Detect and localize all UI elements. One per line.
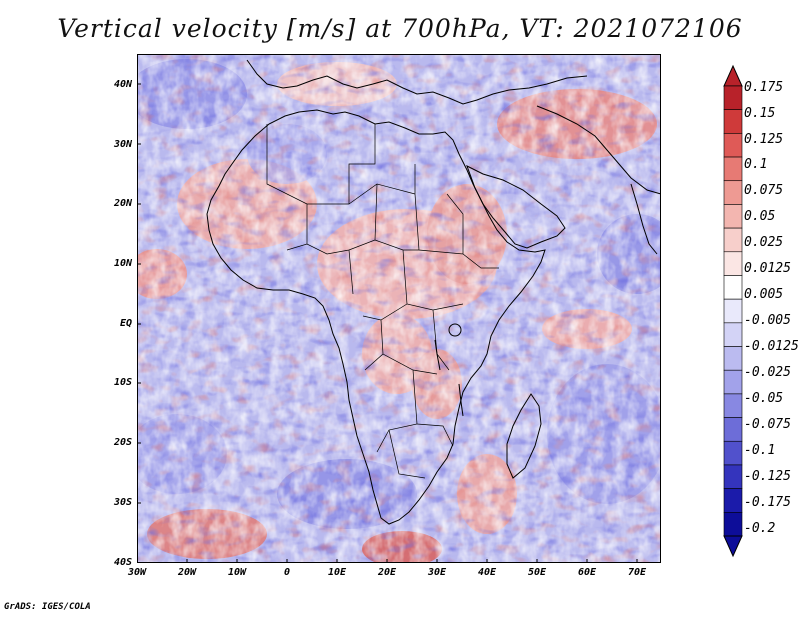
colorbar-label: -0.2 [744,521,776,536]
lon-label-60e: 60E [577,567,597,578]
lake-victoria [448,323,462,337]
colorbar-label: -0.0125 [744,339,799,354]
colorbar-label: 0.075 [744,183,784,198]
colorbar-segment [723,275,743,300]
colorbar-segment [723,133,743,158]
asia-coastline [536,105,661,195]
country-borders [266,124,499,479]
colorbar-segment [723,369,743,395]
colorbar-segment [723,251,743,276]
colorbar-segment [723,298,743,324]
colorbar-segment [723,512,743,537]
colorbar-label: -0.05 [744,391,784,406]
colorbar-segment [723,393,743,418]
colorbar [723,64,743,558]
lon-label-40e: 40E [477,567,497,578]
colorbar-label: 0.025 [744,235,784,250]
lon-label-30w: 30W [127,567,147,578]
africa-coastline [206,109,546,525]
colorbar-bottom-arrow [723,535,743,558]
colorbar-label: 0.15 [744,106,776,121]
lat-label-10s: 10S [113,377,132,388]
colorbar-label: -0.075 [744,417,791,432]
colorbar-segment [723,204,743,229]
colorbar-segment [723,156,743,182]
india-coastline [630,183,658,255]
arabia-coastline [466,164,566,249]
colorbar-segment [723,417,743,442]
lon-label-20w: 20W [177,567,197,578]
lon-label-50e: 50E [527,567,547,578]
lat-label-30s: 30S [113,497,132,508]
lat-label-40s: 40S [113,557,132,568]
lon-label-20e: 20E [377,567,397,578]
lon-label-10e: 10E [327,567,347,578]
coastlines [206,59,661,525]
colorbar-segment [723,440,743,466]
colorbar-label: 0.005 [744,287,784,302]
colorbar-label: 0.0125 [744,261,791,276]
colorbar-segment [723,488,743,513]
lon-label-0: 0 [283,567,291,578]
colorbar-segment [723,464,743,489]
colorbar-label: -0.025 [744,365,791,380]
colorbar-segment [723,180,743,205]
colorbar-label: 0.05 [744,209,776,224]
colorbar-label: 0.1 [744,157,768,172]
map-ticks [137,83,638,563]
map-title: Vertical velocity [m/s] at 700hPa, VT: 2… [57,14,743,43]
europe-coastline [246,59,588,105]
colorbar-label: -0.175 [744,495,791,510]
map-plot [137,54,661,563]
colorbar-label: 0.125 [744,132,784,147]
madagascar-coastline [506,393,542,479]
colorbar-segment [723,85,743,110]
lat-label-eq: EQ [119,318,132,329]
colorbar-segment [723,346,743,371]
grads-credit: GrADS: IGES/COLA [4,602,91,612]
lat-label-20s: 20S [113,437,132,448]
lat-label-10n: 10N [113,258,132,269]
lake-malawi [458,383,464,417]
lat-label-20n: 20N [113,198,132,209]
lake-tanganyika [434,339,441,371]
colorbar-label: -0.1 [744,443,776,458]
map-frame [137,54,661,563]
colorbar-label: 0.175 [744,80,784,95]
lon-label-10w: 10W [227,567,247,578]
colorbar-label: -0.125 [744,469,791,484]
lon-label-70e: 70E [627,567,647,578]
lat-label-40n: 40N [113,79,132,90]
colorbar-segment [723,227,743,253]
colorbar-top-arrow [723,64,743,87]
colorbar-segment [723,109,743,134]
colorbar-label: -0.005 [744,313,791,328]
lat-label-30n: 30N [113,139,132,150]
lon-label-30e: 30E [427,567,447,578]
colorbar-segment [723,322,743,347]
